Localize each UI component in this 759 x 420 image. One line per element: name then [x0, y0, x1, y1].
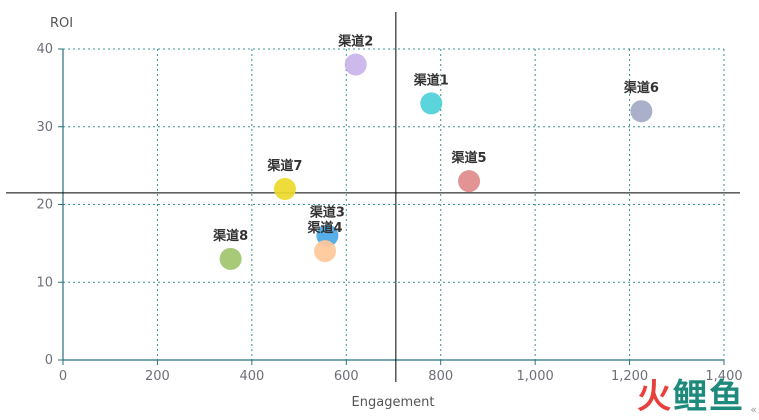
y-tick-label: 10 [36, 275, 53, 290]
data-point[interactable] [314, 240, 337, 263]
x-tick-label: 1,200 [611, 369, 648, 384]
logo-watermark: 火鲤鱼 [637, 377, 745, 417]
data-point[interactable] [458, 170, 481, 193]
y-tick-label: 0 [45, 353, 53, 368]
data-label: 渠道6 [623, 80, 659, 96]
y-tick-label: 40 [36, 42, 53, 57]
x-tick-label: 800 [428, 369, 453, 384]
data-label: 渠道5 [451, 150, 487, 166]
data-points [219, 53, 653, 270]
data-label: 渠道4 [307, 220, 343, 236]
y-axis-title: ROI [50, 16, 73, 31]
data-label: 渠道3 [309, 205, 345, 221]
x-tick-label: 600 [334, 369, 359, 384]
collapse-icon[interactable]: « [750, 403, 757, 416]
data-point[interactable] [219, 247, 242, 270]
axes: 0 200 400 600 800 1,000 1,200 1,400 0 10 20 30 40 [36, 42, 742, 384]
x-tick-label: 200 [145, 369, 170, 384]
x-axis-title: Engagement [352, 395, 435, 410]
data-label: 渠道2 [337, 34, 373, 50]
data-point[interactable] [344, 53, 367, 76]
x-tick-label: 400 [239, 369, 264, 384]
reference-lines [6, 12, 740, 382]
data-point[interactable] [420, 92, 443, 115]
data-label: 渠道7 [266, 158, 302, 174]
y-tick-label: 30 [36, 120, 53, 135]
x-tick-label: 1,000 [517, 369, 554, 384]
data-point[interactable] [273, 177, 296, 200]
y-tick-label: 20 [36, 198, 53, 213]
data-point[interactable] [630, 100, 653, 123]
data-label: 渠道8 [212, 228, 248, 244]
x-tick-label: 1,400 [705, 369, 742, 384]
x-tick-label: 0 [59, 369, 67, 384]
data-label: 渠道1 [413, 72, 449, 88]
